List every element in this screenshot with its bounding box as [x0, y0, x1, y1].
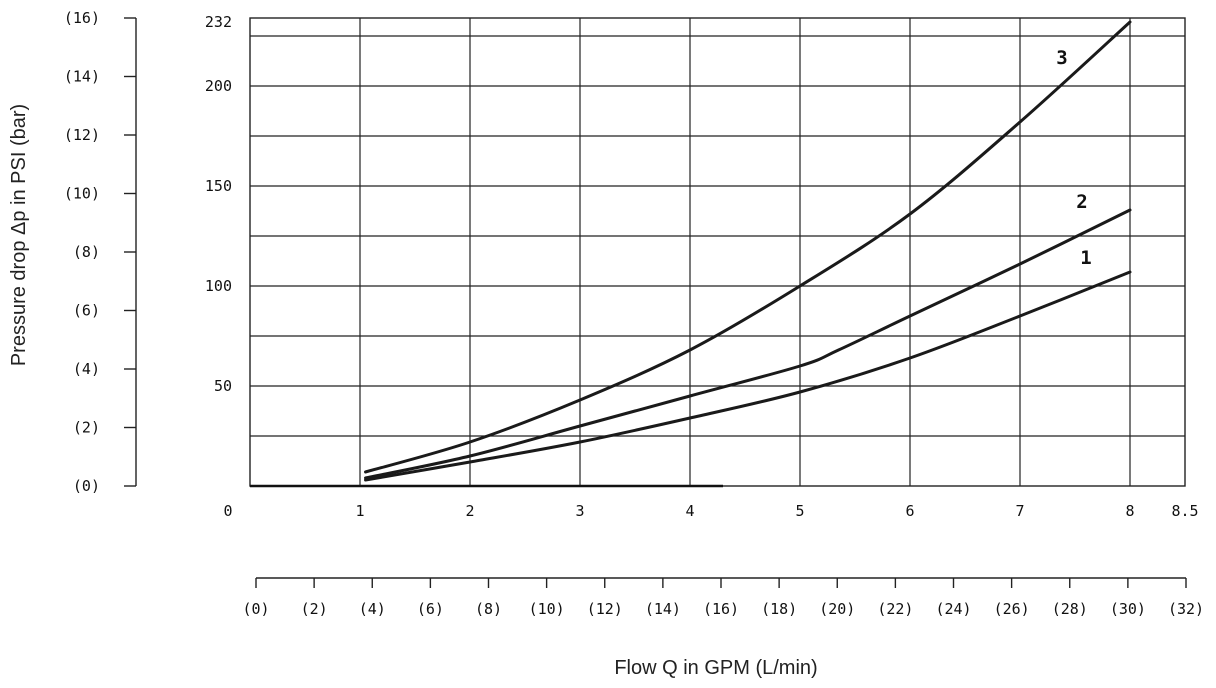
bar-tick-label: (8) — [73, 243, 100, 261]
lpm-tick-label: (6) — [417, 600, 444, 618]
lpm-tick-label: (4) — [359, 600, 386, 618]
lpm-tick-label: (32) — [1168, 600, 1204, 618]
lpm-tick-label: (22) — [877, 600, 913, 618]
lpm-tick-label: (30) — [1110, 600, 1146, 618]
lpm-tick-label: (24) — [935, 600, 971, 618]
gpm-tick-label: 1 — [355, 502, 364, 520]
y-axis-title: Pressure drop Δp in PSI (bar) — [8, 104, 30, 366]
curve-label-2: 2 — [1076, 191, 1087, 213]
bar-tick-label: (12) — [64, 126, 100, 144]
lpm-tick-label: (2) — [301, 600, 328, 618]
lpm-tick-label: (8) — [475, 600, 502, 618]
curve-3 — [364, 20, 1132, 474]
gpm-tick-label: 8.5 — [1171, 502, 1198, 520]
psi-tick-label: 150 — [205, 177, 232, 195]
psi-tick-label: 50 — [214, 377, 232, 395]
lpm-tick-label: (0) — [242, 600, 269, 618]
x-axis-title: Flow Q in GPM (L/min) — [614, 657, 817, 679]
bar-tick-label: (6) — [73, 302, 100, 320]
gpm-tick-label: 6 — [905, 502, 914, 520]
lpm-tick-label: (10) — [529, 600, 565, 618]
bar-tick-label: (10) — [64, 185, 100, 203]
curve-label-1: 1 — [1080, 247, 1091, 269]
gpm-tick-label: 4 — [685, 502, 694, 520]
curve-1 — [364, 270, 1132, 482]
lpm-tick-label: (14) — [645, 600, 681, 618]
lpm-tick-label: (18) — [761, 600, 797, 618]
bar-tick-label: (16) — [64, 9, 100, 27]
curve-label-3: 3 — [1056, 47, 1067, 69]
gpm-tick-label: 5 — [795, 502, 804, 520]
gpm-tick-label: 7 — [1015, 502, 1024, 520]
gpm-tick-label: 2 — [465, 502, 474, 520]
lpm-tick-label: (26) — [994, 600, 1030, 618]
bar-tick-label: (4) — [73, 360, 100, 378]
lpm-tick-label: (28) — [1052, 600, 1088, 618]
gpm-tick-label: 3 — [575, 502, 584, 520]
lpm-tick-label: (16) — [703, 600, 739, 618]
bar-tick-label: (2) — [73, 419, 100, 437]
lpm-tick-label: (20) — [819, 600, 855, 618]
bar-tick-label: (14) — [64, 68, 100, 86]
lpm-tick-label: (12) — [587, 600, 623, 618]
psi-tick-label: 100 — [205, 277, 232, 295]
psi-tick-label: 232 — [205, 13, 232, 31]
curve-2 — [364, 208, 1132, 480]
gpm-tick-label: 0 — [223, 502, 232, 520]
bar-tick-label: (0) — [73, 477, 100, 495]
gpm-tick-label: 8 — [1125, 502, 1134, 520]
psi-tick-label: 200 — [205, 77, 232, 95]
